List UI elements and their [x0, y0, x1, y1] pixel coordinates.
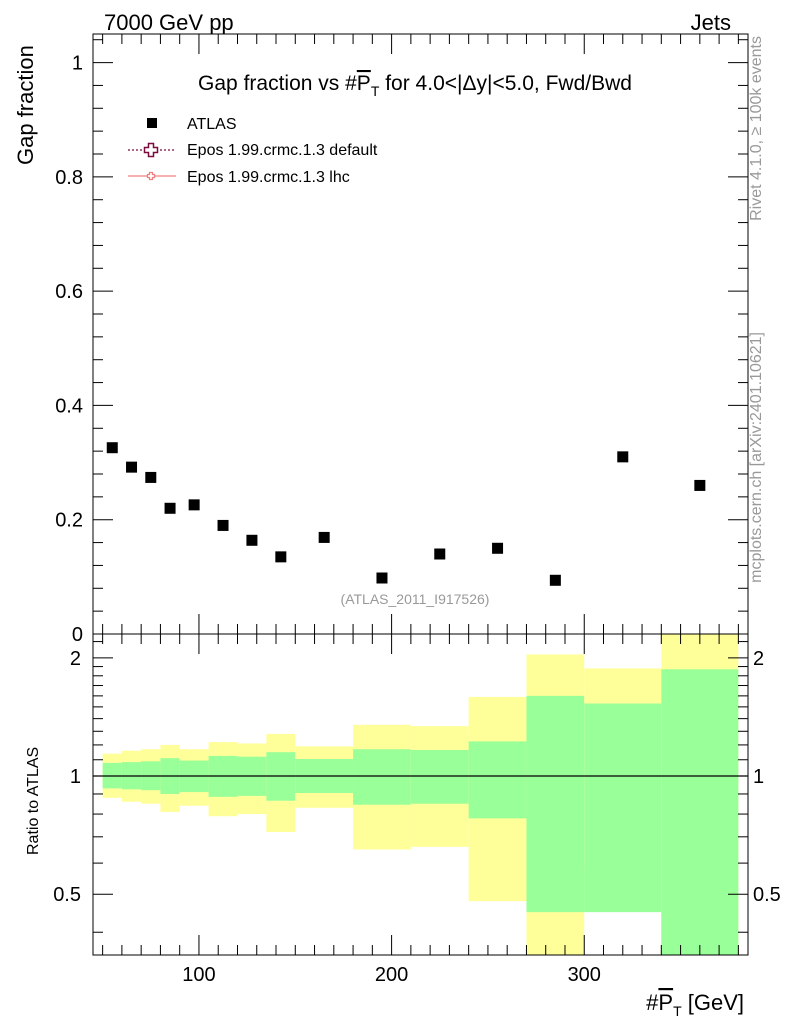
atlas-point	[106, 442, 118, 454]
atlas-point	[246, 534, 258, 546]
green-band-bin	[353, 749, 411, 805]
title-variable: P	[357, 72, 371, 95]
x-axis-variable: P	[658, 990, 673, 1015]
header-right: Jets	[691, 10, 731, 35]
atlas-point	[617, 451, 629, 463]
legend-label-atlas: ATLAS	[187, 116, 237, 133]
ratio-y-tick-label-right: 2	[753, 648, 764, 670]
green-band-bin	[410, 749, 469, 804]
ratio-tick-labels: 0.5 0.5 1 1 2 2 100 200 300	[53, 648, 781, 986]
y-axis-label: Gap fraction	[13, 45, 38, 165]
atlas-point	[492, 542, 504, 554]
atlas-point	[145, 471, 157, 483]
atlas-point	[376, 572, 388, 584]
atlas-point	[549, 574, 561, 586]
atlas-point	[318, 531, 330, 543]
green-band-bin	[661, 669, 739, 955]
ratio-axis-ticks	[93, 634, 748, 955]
green-band-bin	[584, 703, 662, 913]
y-tick-label: 0.6	[55, 281, 83, 303]
y-tick-label: 0	[72, 624, 83, 646]
green-band-bin	[468, 741, 527, 819]
atlas-point	[188, 499, 200, 511]
ratio-y-tick-label: 0.5	[53, 884, 81, 906]
atlas-point	[275, 551, 287, 563]
header-left: 7000 GeV pp	[104, 10, 234, 35]
main-tick-labels: 0 0.2 0.4 0.6 0.8 1	[55, 53, 83, 646]
x-axis-subscript: T	[673, 1003, 682, 1019]
legend: ATLAS Epos 1.99.crmc.1.3 default Epos 1.…	[128, 116, 378, 186]
x-tick-label: 100	[182, 964, 215, 986]
y-tick-label: 1	[72, 53, 83, 75]
ratio-y-axis-label: Ratio to ATLAS	[25, 747, 42, 855]
legend-marker-epos-default	[143, 142, 159, 158]
green-band-bin	[526, 695, 585, 913]
title-subscript: T	[371, 83, 380, 99]
legend-marker-atlas	[147, 118, 157, 128]
x-tick-label: 200	[375, 964, 408, 986]
main-plot: 0 0.2 0.4 0.6 0.8 1 Gap fraction vs #PT for 4…	[13, 33, 749, 646]
watermark: (ATLAS_2011_I917526)	[341, 591, 490, 607]
atlas-point	[694, 479, 706, 491]
atlas-point	[164, 502, 176, 514]
ratio-y-tick-label-right: 1	[753, 766, 764, 788]
side-label-rivet: Rivet 4.1.0, ≥ 100k events	[748, 36, 765, 221]
ratio-y-tick-label: 2	[70, 648, 81, 670]
main-axis-ticks	[93, 34, 748, 635]
plot-title: Gap fraction vs #PT for 4.0<|Δy|<5.0, Fw…	[198, 72, 632, 99]
ratio-plot: 0.5 0.5 1 1 2 2 100 200 300 Ratio to ATLAS	[25, 633, 781, 986]
y-tick-label: 0.8	[55, 167, 83, 189]
legend-marker-epos-lhc	[146, 171, 156, 181]
x-axis-label: #PT [GeV]	[646, 990, 744, 1019]
x-tick-label: 300	[568, 964, 601, 986]
y-tick-label: 0.2	[55, 510, 83, 532]
atlas-points	[106, 442, 706, 586]
side-label-mcplots: mcplots.cern.ch [arXiv:2401.10621]	[748, 332, 765, 583]
ratio-y-tick-label: 1	[70, 766, 81, 788]
atlas-point	[434, 548, 446, 560]
y-tick-label: 0.4	[55, 395, 83, 417]
ratio-y-tick-label-right: 0.5	[753, 884, 781, 906]
legend-label-epos-lhc: Epos 1.99.crmc.1.3 lhc	[187, 169, 350, 186]
atlas-point	[126, 461, 138, 473]
legend-label-epos-default: Epos 1.99.crmc.1.3 default	[187, 142, 378, 159]
atlas-point	[217, 519, 229, 531]
ratio-plot-frame	[92, 633, 749, 956]
uncertainty-bands	[102, 634, 739, 955]
